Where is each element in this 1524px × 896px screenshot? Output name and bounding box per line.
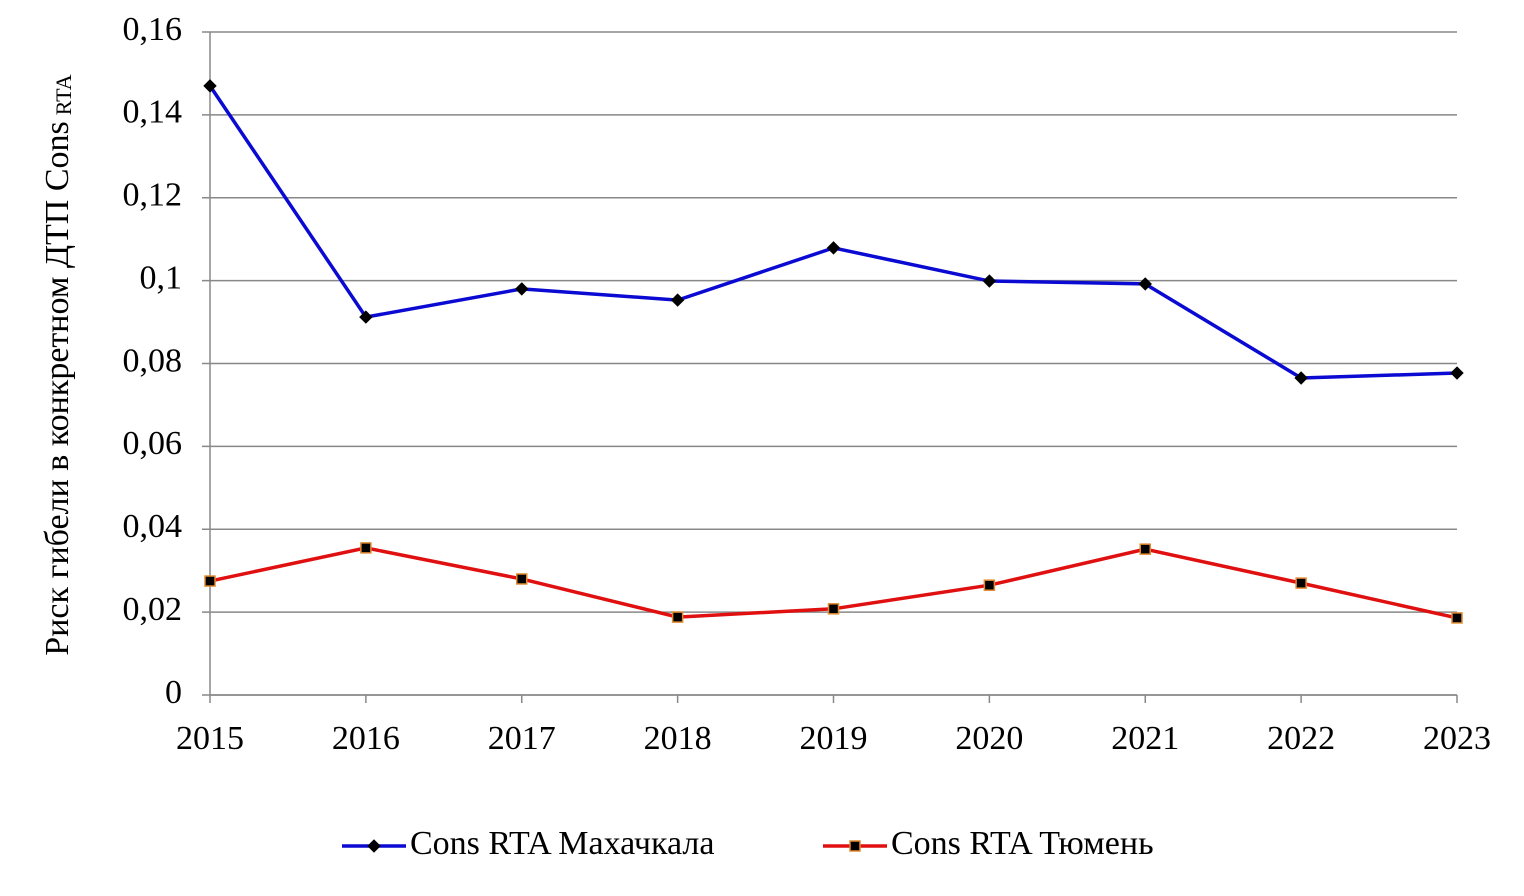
marker: [515, 282, 529, 296]
marker: [670, 293, 685, 307]
y-tick-label: 0,08: [123, 342, 183, 379]
x-tick-label: 2023: [1423, 720, 1491, 757]
x-tick-label: 2019: [800, 720, 868, 757]
marker: [204, 575, 216, 587]
y-tick-label: 0,12: [123, 177, 183, 214]
marker: [1295, 577, 1307, 589]
x-tick-label: 2021: [1111, 720, 1179, 757]
y-tick-label: 0: [165, 674, 182, 711]
marker: [1294, 371, 1308, 385]
marker: [849, 840, 861, 852]
y-axis-label-main: Риск гибели в конкретном ДТП Cons: [39, 121, 76, 655]
marker: [1139, 543, 1151, 555]
marker: [359, 310, 373, 324]
x-tick-label: 2020: [955, 720, 1023, 757]
legend-item: Cons RTA Тюмень: [823, 825, 1154, 862]
x-tick-label: 2017: [488, 720, 556, 757]
marker: [203, 79, 217, 93]
marker: [826, 241, 841, 255]
legend-item: Cons RTA Махачкала: [342, 825, 714, 862]
x-tick-label: 2018: [644, 720, 712, 757]
y-tick-label: 0,04: [123, 508, 183, 545]
y-axis-label: Риск гибели в конкретном ДТП Cons RTA: [39, 74, 76, 655]
y-tick-label: 0,14: [123, 94, 183, 131]
y-tick-label: 0,06: [123, 425, 183, 462]
y-tick-label: 0,16: [123, 11, 183, 48]
marker: [827, 603, 840, 615]
series-line: [208, 84, 1458, 380]
marker: [360, 542, 372, 554]
marker: [1451, 612, 1463, 624]
marker: [516, 573, 528, 585]
y-tick-label: 0,02: [123, 591, 183, 628]
legend-label: Cons RTA Махачкала: [410, 825, 714, 862]
marker: [367, 839, 381, 853]
y-axis-label-sub: RTA: [51, 74, 76, 115]
legend-label: Cons RTA Тюмень: [891, 825, 1154, 862]
x-tick-label: 2022: [1267, 720, 1335, 757]
x-tick-label: 2015: [176, 720, 244, 757]
y-tick-label: 0,1: [140, 259, 183, 296]
marker: [1450, 366, 1464, 380]
marker: [982, 274, 997, 288]
y-axis-title: Риск гибели в конкретном ДТП Cons RTA: [39, 74, 76, 655]
marker: [671, 611, 684, 623]
marker: [983, 579, 996, 591]
marker: [1138, 277, 1152, 291]
x-tick-label: 2016: [332, 720, 400, 757]
